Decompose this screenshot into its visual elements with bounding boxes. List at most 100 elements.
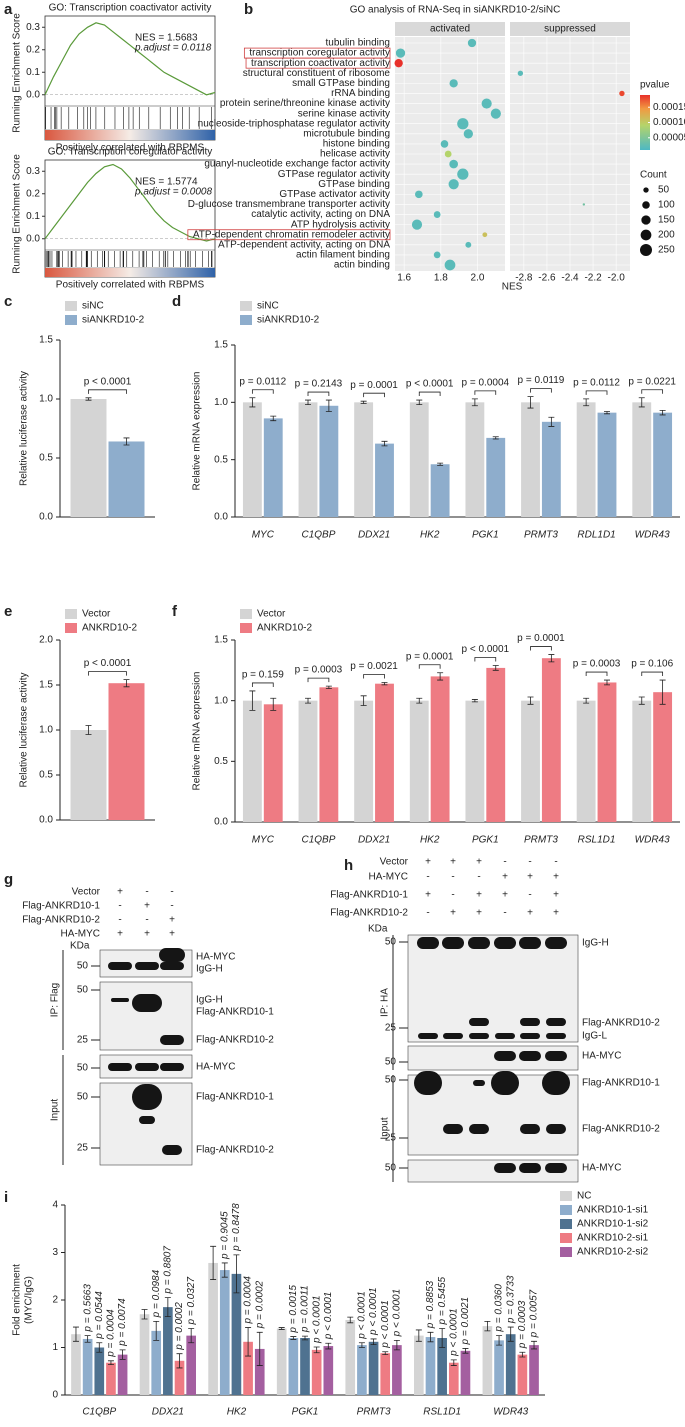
y-tick-label: 1 [52, 1342, 58, 1353]
panel-label: b [244, 1, 253, 18]
x-tick-label: PGK1 [292, 1407, 319, 1418]
plot-title: GO: Transcription coregulator activity [48, 147, 213, 158]
bar [482, 1326, 493, 1395]
y-tick-label: 1.5 [214, 340, 228, 351]
error-bar [360, 695, 367, 706]
band-label: Flag-ANKRD10-2 [582, 1124, 660, 1135]
band [443, 1124, 463, 1134]
marker-label: 50 [385, 1075, 397, 1086]
error-bar [527, 396, 534, 409]
x-tick-label: MYC [252, 835, 275, 846]
dot [444, 150, 452, 158]
band [468, 937, 490, 949]
error-bar [519, 1351, 526, 1358]
size-label: 200 [658, 230, 675, 241]
category-label: rRNA binding [331, 88, 390, 99]
bar [392, 1345, 402, 1395]
y-label: (MYC/IgG) [24, 1276, 35, 1324]
panel-label: d [172, 293, 181, 310]
rank-bar [45, 268, 215, 277]
plot-title: GO analysis of RNA-Seq in siANKRD10-2/si… [350, 5, 561, 16]
error-bar [527, 696, 534, 705]
bar [425, 1337, 436, 1395]
legend-label: ANKRD10-1-si1 [577, 1205, 649, 1216]
error-bar [393, 1339, 400, 1351]
y-tick-label: 0.0 [26, 233, 40, 244]
legend-label: siANKRD10-2 [82, 315, 145, 326]
band [139, 1116, 155, 1124]
x-tick-label: -2.4 [561, 273, 579, 284]
treatment-sign: + [553, 908, 559, 919]
bracket [418, 664, 441, 669]
treatment-sign: - [528, 857, 531, 868]
enrichment-line [44, 22, 216, 96]
p-label: p = 0.0021 [350, 661, 398, 672]
dot [482, 232, 488, 238]
colorbar [640, 95, 650, 150]
marker-label: 50 [385, 937, 397, 948]
treatment-sign: - [426, 908, 429, 919]
bar [460, 1350, 471, 1395]
p-label: p = 0.159 [242, 670, 284, 681]
bar [632, 700, 652, 822]
error-bar [164, 1297, 171, 1318]
band [519, 1051, 541, 1061]
dot [463, 129, 473, 139]
legend-swatch [560, 1205, 572, 1215]
p-label: p = 0.3733 [505, 1275, 516, 1324]
marker-label: 50 [77, 961, 89, 972]
error-bar [270, 415, 277, 422]
marker-label: 50 [385, 1163, 397, 1174]
bar [319, 687, 339, 822]
y-tick-label: 0.5 [214, 454, 228, 465]
error-bar [85, 725, 92, 735]
category-label: actin filament binding [296, 250, 390, 261]
treatment-sign: - [503, 908, 506, 919]
x-tick-label: HK2 [420, 530, 440, 541]
dot [448, 179, 459, 190]
error-bar [496, 1335, 503, 1346]
y-tick-label: 0.0 [26, 89, 40, 100]
error-bar [603, 679, 610, 686]
band [545, 1163, 567, 1173]
marker-label: 25 [77, 1035, 89, 1046]
row-label: Vector [380, 857, 409, 868]
p-label: p < 0.0001 [323, 1292, 334, 1341]
category-label: structural constituent of ribosome [243, 68, 391, 79]
bar [319, 405, 339, 517]
error-bar [221, 1262, 228, 1278]
bracket [530, 646, 552, 651]
band-label: Flag-ANKRD10-2 [196, 1035, 274, 1046]
colorbar-label: 0.00005 [653, 132, 685, 143]
bar [380, 1353, 391, 1395]
error-bar [416, 399, 423, 406]
bracket [88, 671, 127, 676]
bracket [251, 682, 274, 687]
category-label: protein serine/threonine kinase activity [220, 98, 390, 109]
annotation: p.adjust = 0.0118 [134, 43, 212, 54]
x-tick-label: DDX21 [152, 1407, 184, 1418]
p-label: p < 0.0001 [462, 644, 510, 655]
p-label: p = 0.0004 [106, 1309, 117, 1358]
enrichment-line [44, 163, 216, 242]
error-bar [439, 1328, 446, 1348]
band-label: IgG-H [582, 938, 609, 949]
band [162, 1145, 182, 1155]
error-bar [360, 400, 367, 404]
legend-label: ANKRD10-2-si2 [577, 1247, 649, 1258]
row-label: HA-MYC [61, 929, 100, 940]
bar [288, 1338, 299, 1395]
treatment-sign: + [476, 908, 482, 919]
band-label: Flag-ANKRD10-2 [196, 1145, 274, 1156]
bar [94, 1347, 105, 1395]
error-bar [381, 682, 388, 686]
p-label: p < 0.0001 [380, 1300, 391, 1349]
bar [465, 700, 485, 822]
band-label: HA-MYC [196, 1062, 235, 1073]
x-label: NES [502, 282, 523, 293]
p-label: p = 0.2143 [295, 379, 343, 390]
marker-label: 25 [77, 1143, 89, 1154]
legend-title: Count [640, 170, 667, 181]
legend-label: ANKRD10-1-si2 [577, 1219, 649, 1230]
